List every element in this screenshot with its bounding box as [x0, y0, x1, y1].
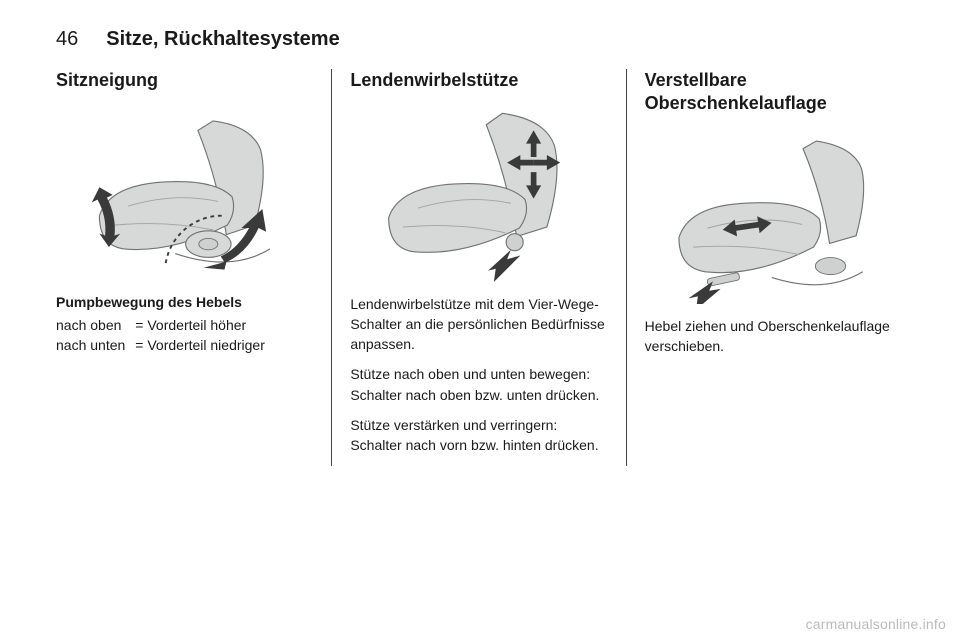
column-seat-tilt: Sitzneigung: [56, 69, 331, 466]
figure-thigh-support: [645, 124, 902, 304]
kv-key: nach unten: [56, 336, 125, 355]
figure-seat-tilt: [56, 102, 313, 282]
kv-value: = Vorderteil niedriger: [135, 336, 313, 355]
section-title: Sitzneigung: [56, 69, 313, 92]
seat-tilt-illustration: [56, 102, 313, 282]
column-thigh-support: Verstellbare Oberschenkelauflage: [626, 69, 920, 466]
column-lumbar: Lendenwirbelstütze: [331, 69, 625, 466]
paragraph: Lendenwirbelstütze mit dem Vier-Wege-Sch…: [350, 294, 607, 355]
content-columns: Sitzneigung: [56, 69, 920, 466]
paragraph: Stütze nach oben und unten bewegen: Scha…: [350, 364, 607, 405]
paragraph: Stütze verstärken und verringern: Schalt…: [350, 415, 607, 456]
figure-caption: Pumpbewegung des Hebels: [56, 294, 313, 310]
lumbar-illustration: [350, 102, 607, 282]
page-number: 46: [56, 28, 78, 51]
chapter-title: Sitze, Rückhaltesysteme: [106, 28, 339, 51]
section-title: Lendenwirbelstütze: [350, 69, 607, 92]
page-header: 46 Sitze, Rückhaltesysteme: [56, 28, 920, 51]
paragraph: Hebel ziehen und Oberschenkelauflage ver…: [645, 316, 902, 357]
figure-lumbar: [350, 102, 607, 282]
section-title: Verstellbare Oberschenkelauflage: [645, 69, 902, 114]
pointer-arrow-icon: [488, 249, 520, 281]
kv-key: nach oben: [56, 316, 125, 335]
manual-page: 46 Sitze, Rückhaltesysteme Sitzneigung: [0, 0, 960, 642]
thigh-support-illustration: [645, 124, 902, 304]
key-value-list: nach oben = Vorderteil höher nach unten …: [56, 316, 313, 356]
watermark: carmanualsonline.info: [806, 616, 946, 632]
kv-value: = Vorderteil höher: [135, 316, 313, 335]
